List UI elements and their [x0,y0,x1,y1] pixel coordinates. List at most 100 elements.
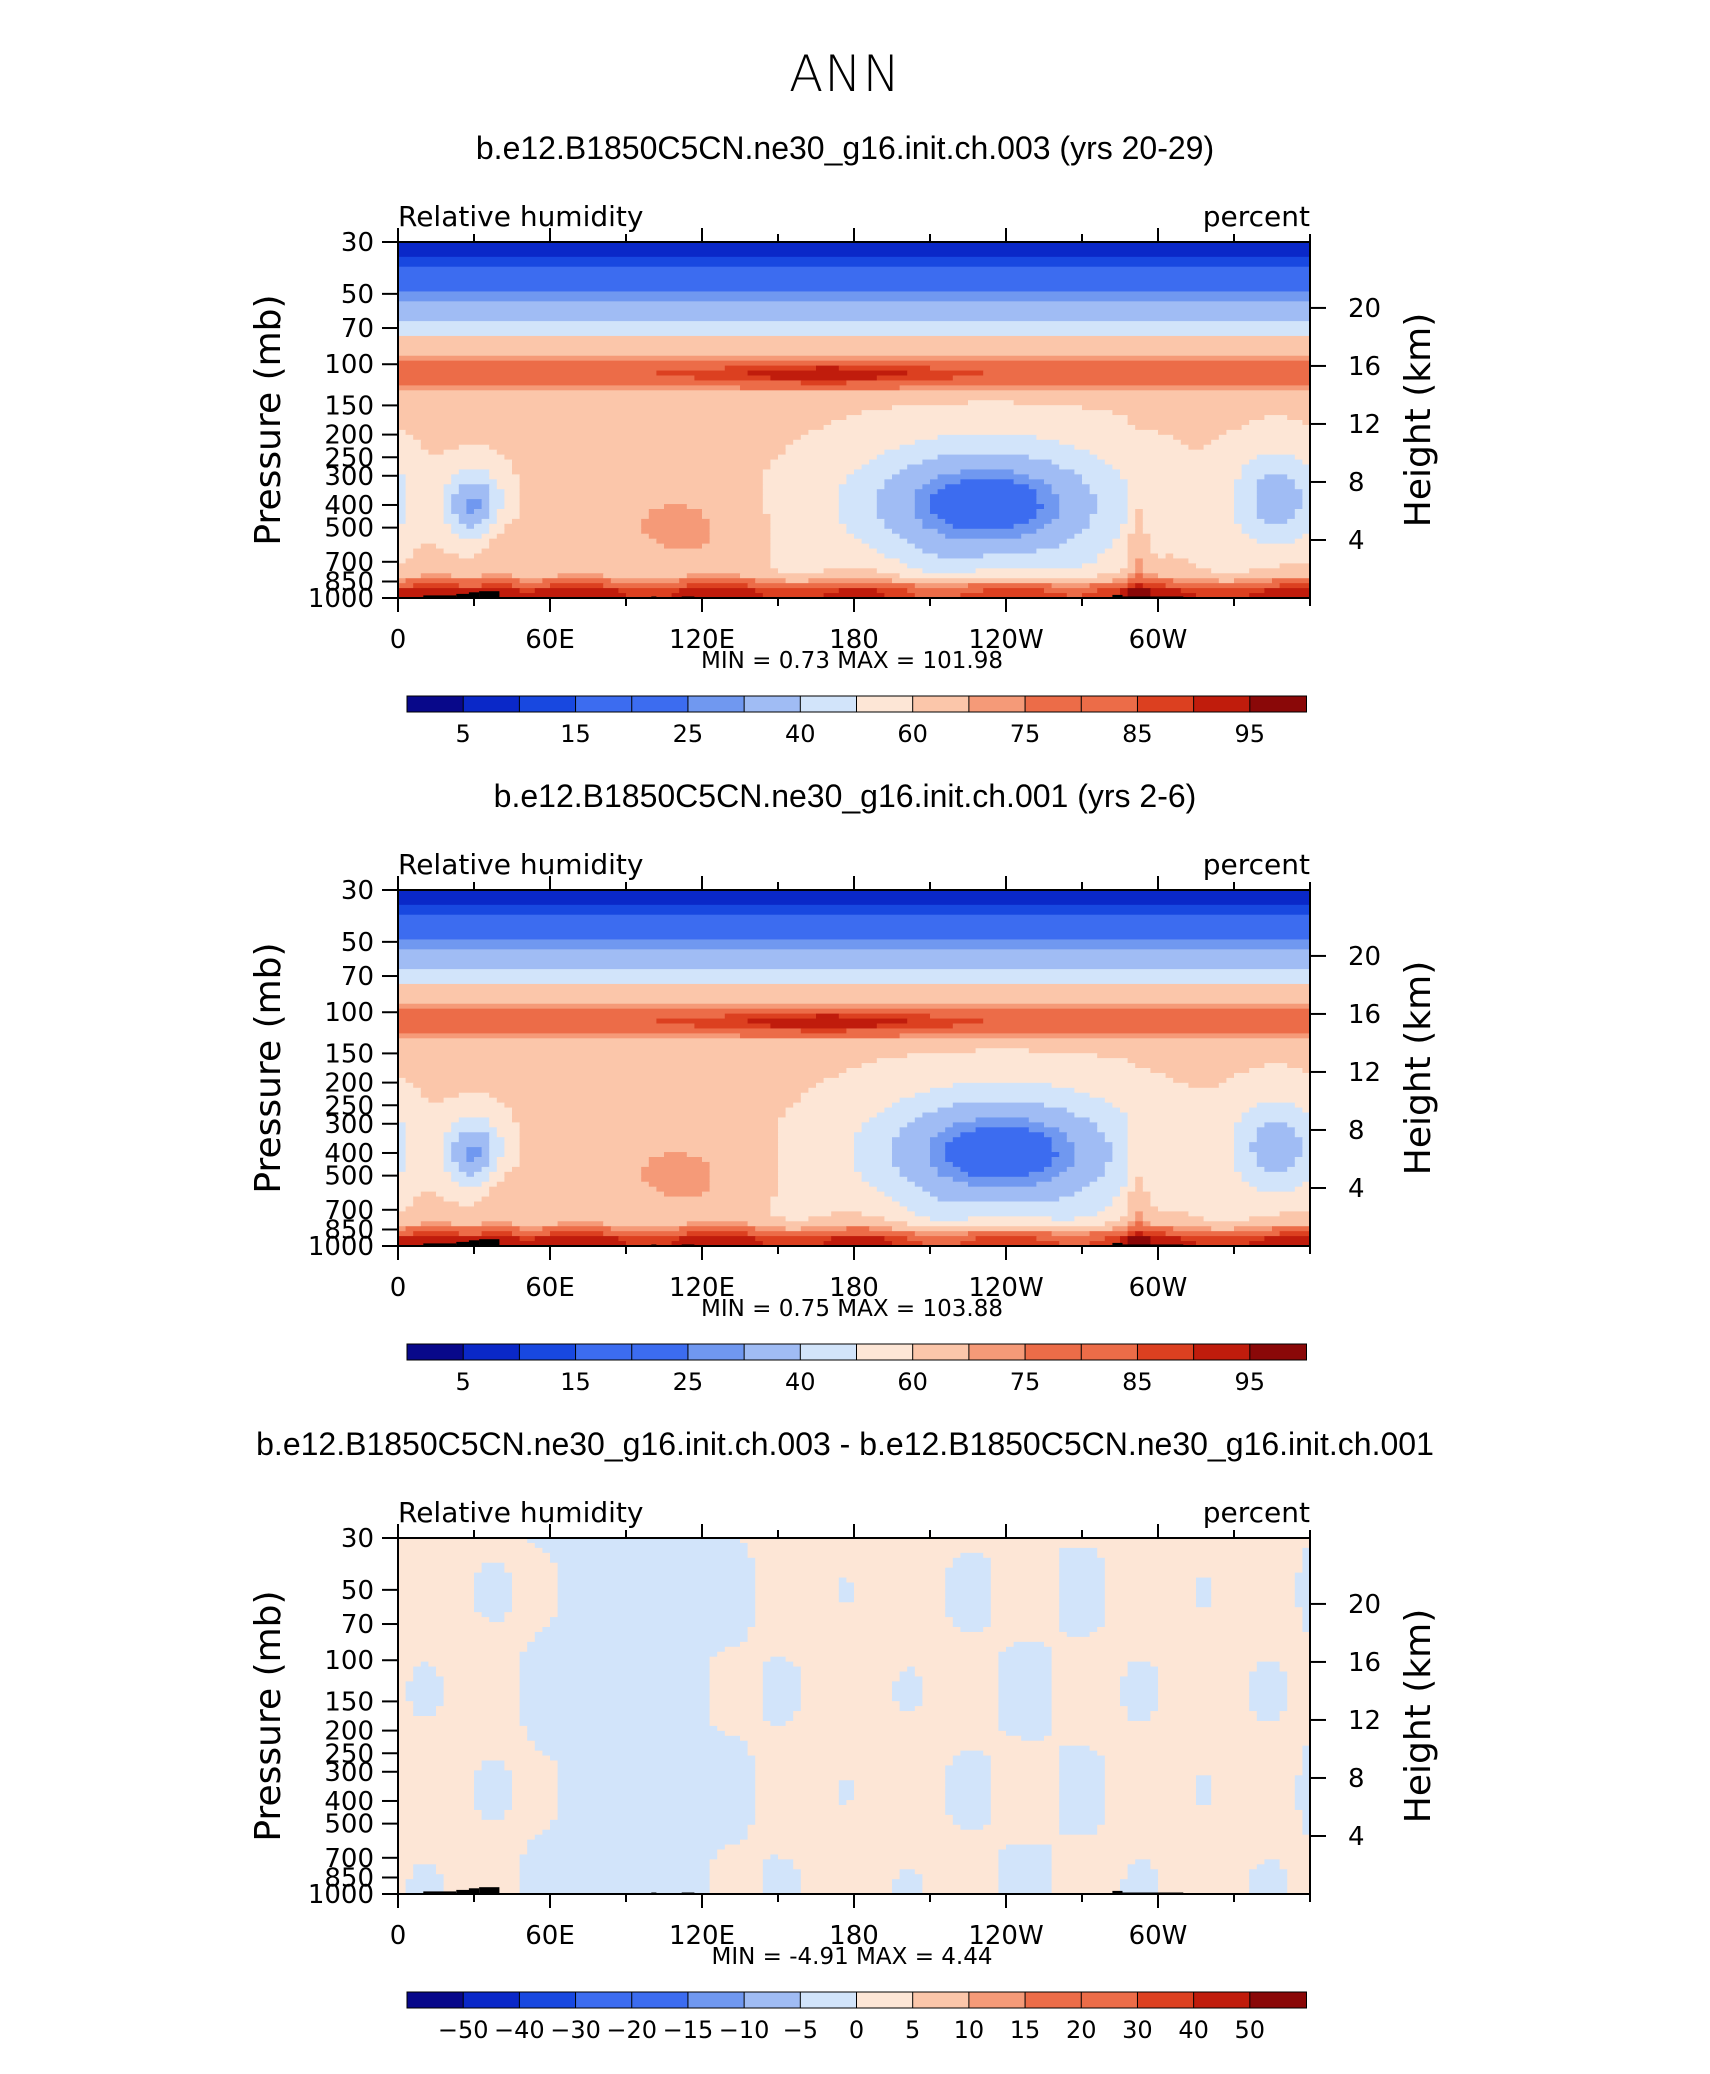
contour-cell [1302,1819,1311,1826]
contour-cell [709,1676,764,1682]
land-block [479,1239,500,1246]
contour-cell [800,1706,901,1712]
contour-cell [762,1716,794,1722]
contour-cell [1104,1612,1303,1618]
contour-cell [1120,568,1136,574]
contour-cell [1120,1884,1159,1890]
contour-cell [398,1785,475,1791]
contour-cell [1051,1725,1311,1732]
contour-cell [1082,528,1121,535]
contour-cell [1051,1137,1068,1143]
contour-cell [1249,1068,1303,1074]
contour-cell [1158,573,1311,579]
contour-cell [800,1879,893,1885]
contour-cell [892,1691,923,1697]
contour-cell [398,563,771,569]
land-block [423,1891,457,1894]
contour-field [398,242,1311,599]
contour-cell [496,1181,650,1188]
contour-cell [466,523,475,530]
contour-cell [1249,1889,1288,1895]
contour-cell [603,1231,688,1237]
colorbar-label: −20 [606,2016,657,2044]
contour-cell [1097,1127,1129,1133]
contour-cell [854,1147,893,1153]
contour-cell [709,1681,764,1687]
contour-field [398,890,1311,1247]
contour-cell [1287,1671,1311,1678]
contour-cell [876,568,923,574]
contour-cell [557,1790,756,1796]
contour-cell [519,1127,779,1133]
contour-cell [1028,474,1083,480]
contour-cell [770,528,847,535]
contour-cell [1264,518,1288,525]
contour-cell [451,1157,467,1163]
contour-cell [778,1147,855,1153]
contour-cell [1036,489,1053,495]
contour-cell [1104,1617,1303,1623]
contour-cell [1287,1889,1311,1895]
contour-cell [451,499,467,505]
contour-cell [398,1211,771,1217]
colorbar-box [856,1343,914,1361]
contour-cell [413,1196,445,1203]
contour-cell [998,1701,1053,1707]
contour-cell [1127,513,1136,520]
contour-cell [1059,1552,1098,1559]
min-max-label: MIN = -4.91 MAX = 4.44 [712,1944,993,1970]
contour-cell [405,474,452,480]
contour-cell [846,474,893,480]
contour-cell [686,573,741,579]
contour-cell [785,1656,999,1663]
colorbar-label: 85 [1122,1368,1153,1396]
contour-cell [398,444,422,451]
contour-cell [945,1775,992,1781]
contour-cell [922,568,977,574]
y-tick-label: 200 [324,1717,374,1747]
contour-cell [998,1889,1053,1895]
contour-cell [496,1127,521,1133]
contour-cell [1294,1572,1311,1579]
contour-cell [512,1112,787,1119]
contour-cell [496,479,521,485]
colorbar-box [1136,695,1195,713]
contour-cell [534,1745,749,1752]
contour-cell [1158,1706,1250,1712]
colorbar-label: 40 [785,1368,816,1396]
contour-cell [398,1087,422,1094]
contour-cell [808,1087,931,1094]
contour-cell [755,1236,832,1242]
contour-cell [1059,513,1091,520]
contour-cell [481,1765,505,1771]
contour-cell [800,1666,908,1673]
contour-cell [945,1795,992,1801]
colorbar-box [799,1991,858,2009]
contour-cell [1294,1582,1311,1589]
contour-cell [398,415,847,421]
contour-cell [1059,1602,1106,1608]
y-tick-label: 50 [341,280,374,310]
colorbar-box [856,695,914,713]
contour-cell [1013,523,1045,530]
contour-cell [1028,454,1098,461]
contour-cell [1287,1706,1311,1712]
contour-cell [519,1157,650,1163]
contour-cell [755,1562,954,1569]
contour-cell [398,1780,475,1786]
contour-cell [990,1557,1060,1564]
contour-cell [1196,1785,1212,1791]
contour-cell [1066,538,1113,545]
colorbar-label: 40 [785,720,816,748]
colorbar-box [462,1991,521,2009]
contour-cell [451,1127,498,1133]
contour-cell [1272,1226,1311,1232]
contour-cell [1294,509,1311,515]
contour-cell [398,504,407,510]
contour-cell [664,1191,703,1198]
contour-cell [398,1809,483,1816]
colorbar-box [462,695,521,713]
contour-cell [481,504,490,510]
contour-cell [1127,588,1151,594]
contour-cell [1264,1859,1281,1865]
